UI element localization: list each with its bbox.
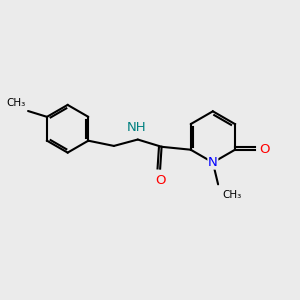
Text: O: O <box>155 174 165 187</box>
Text: CH₃: CH₃ <box>223 190 242 200</box>
Text: O: O <box>259 143 269 156</box>
Text: NH: NH <box>127 121 146 134</box>
Text: CH₃: CH₃ <box>6 98 25 107</box>
Text: N: N <box>208 156 218 169</box>
